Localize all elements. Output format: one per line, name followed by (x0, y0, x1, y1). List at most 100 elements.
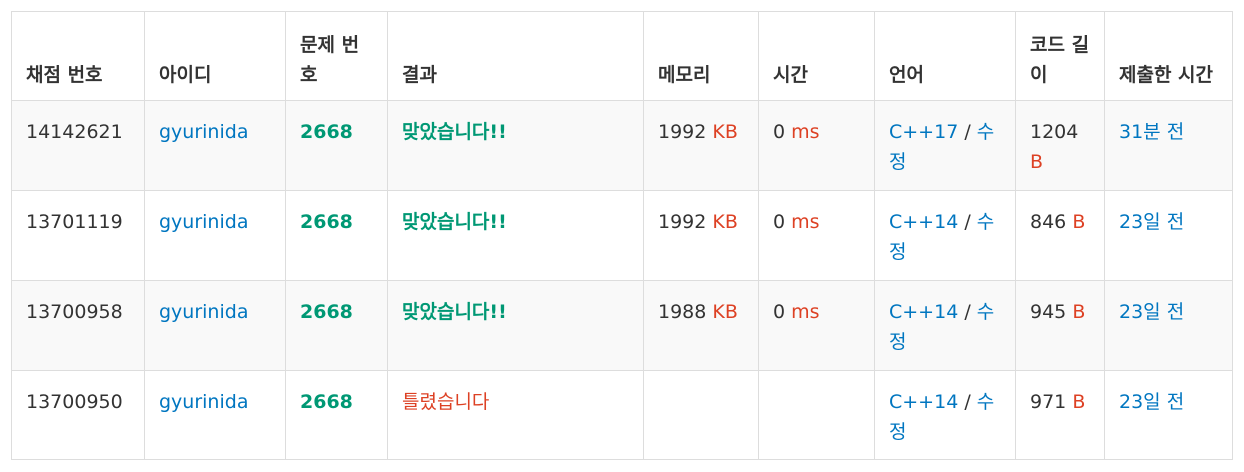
result-cell: 맞았습니다!! (387, 100, 644, 191)
submission-id: 13701119 (11, 190, 145, 281)
memory-value: 1988 (658, 301, 707, 323)
code-length-cell: 971 B (1015, 370, 1105, 460)
separator: / (964, 301, 971, 323)
language-link[interactable]: C++14 (889, 391, 959, 413)
edit-link[interactable]: 수정 (889, 121, 995, 173)
problem-link[interactable]: 2668 (300, 301, 353, 323)
status-table-wrapper: 채점 번호 아이디 문제 번호 결과 메모리 시간 언어 코드 길이 제출한 시… (11, 11, 1233, 460)
memory-cell: 1992 KB (643, 190, 759, 281)
code-length-value: 1204 (1030, 121, 1079, 143)
header-time: 시간 (758, 11, 875, 101)
code-length-unit: B (1072, 301, 1086, 323)
edit-link[interactable]: 수정 (889, 211, 995, 263)
memory-unit: KB (712, 211, 738, 233)
result-cell: 맞았습니다!! (387, 190, 644, 281)
time-unit: ms (791, 211, 820, 233)
table-row: 14142621 gyurinida 2668 맞았습니다!! 1992 KB … (11, 100, 1233, 191)
submission-status-table: 채점 번호 아이디 문제 번호 결과 메모리 시간 언어 코드 길이 제출한 시… (11, 11, 1233, 460)
submitted-time-link[interactable]: 23일 전 (1119, 301, 1185, 323)
result-accepted: 맞았습니다!! (402, 121, 507, 143)
code-length-value: 846 (1030, 211, 1067, 233)
language-cell: C++14 / 수정 (874, 280, 1016, 371)
memory-cell: 1988 KB (643, 280, 759, 371)
submitted-time-link[interactable]: 23일 전 (1119, 391, 1185, 413)
user-link[interactable]: gyurinida (159, 391, 249, 413)
problem-cell: 2668 (285, 100, 388, 191)
time-value: 0 (773, 211, 786, 233)
separator: / (964, 211, 971, 233)
memory-value: 1992 (658, 211, 707, 233)
problem-link[interactable]: 2668 (300, 391, 353, 413)
memory-unit: KB (712, 301, 738, 323)
problem-cell: 2668 (285, 370, 388, 460)
user-link[interactable]: gyurinida (159, 211, 249, 233)
code-length-value: 971 (1030, 391, 1067, 413)
code-length-unit: B (1072, 211, 1086, 233)
submission-id: 14142621 (11, 100, 145, 191)
table-row: 13700958 gyurinida 2668 맞았습니다!! 1988 KB … (11, 280, 1233, 371)
user-cell: gyurinida (144, 190, 286, 281)
code-length-value: 945 (1030, 301, 1067, 323)
memory-cell: 1992 KB (643, 100, 759, 191)
submitted-cell: 23일 전 (1104, 370, 1233, 460)
code-length-unit: B (1072, 391, 1086, 413)
submitted-cell: 23일 전 (1104, 190, 1233, 281)
header-result: 결과 (387, 11, 644, 101)
language-link[interactable]: C++14 (889, 211, 959, 233)
header-user-id: 아이디 (144, 11, 286, 101)
user-link[interactable]: gyurinida (159, 121, 249, 143)
language-cell: C++14 / 수정 (874, 190, 1016, 281)
time-cell: 0 ms (758, 100, 875, 191)
submitted-cell: 31분 전 (1104, 100, 1233, 191)
user-cell: gyurinida (144, 100, 286, 191)
separator: / (964, 391, 971, 413)
language-cell: C++14 / 수정 (874, 370, 1016, 460)
header-submission-id: 채점 번호 (11, 11, 145, 101)
user-link[interactable]: gyurinida (159, 301, 249, 323)
table-header: 채점 번호 아이디 문제 번호 결과 메모리 시간 언어 코드 길이 제출한 시… (11, 11, 1233, 101)
header-code-length: 코드 길이 (1015, 11, 1105, 101)
table-row: 13700950 gyurinida 2668 틀렸습니다 C++14 / 수정… (11, 370, 1233, 460)
time-cell (758, 370, 875, 460)
time-value: 0 (773, 301, 786, 323)
result-accepted: 맞았습니다!! (402, 211, 507, 233)
code-length-cell: 846 B (1015, 190, 1105, 281)
time-unit: ms (791, 301, 820, 323)
problem-link[interactable]: 2668 (300, 121, 353, 143)
memory-cell (643, 370, 759, 460)
memory-unit: KB (712, 121, 738, 143)
code-length-cell: 1204 B (1015, 100, 1105, 191)
submitted-time-link[interactable]: 31분 전 (1119, 121, 1185, 143)
user-cell: gyurinida (144, 370, 286, 460)
header-problem-number: 문제 번호 (285, 11, 388, 101)
submission-id: 13700958 (11, 280, 145, 371)
memory-value: 1992 (658, 121, 707, 143)
edit-link[interactable]: 수정 (889, 301, 995, 353)
time-unit: ms (791, 121, 820, 143)
submitted-cell: 23일 전 (1104, 280, 1233, 371)
header-language: 언어 (874, 11, 1016, 101)
result-cell: 틀렸습니다 (387, 370, 644, 460)
language-link[interactable]: C++17 (889, 121, 959, 143)
code-length-unit: B (1030, 151, 1044, 173)
time-cell: 0 ms (758, 190, 875, 281)
code-length-cell: 945 B (1015, 280, 1105, 371)
separator: / (964, 121, 971, 143)
user-cell: gyurinida (144, 280, 286, 371)
result-accepted: 맞았습니다!! (402, 301, 507, 323)
problem-cell: 2668 (285, 280, 388, 371)
problem-cell: 2668 (285, 190, 388, 281)
language-cell: C++17 / 수정 (874, 100, 1016, 191)
header-submitted-time: 제출한 시간 (1104, 11, 1233, 101)
table-row: 13701119 gyurinida 2668 맞았습니다!! 1992 KB … (11, 190, 1233, 281)
submitted-time-link[interactable]: 23일 전 (1119, 211, 1185, 233)
result-wrong: 틀렸습니다 (402, 391, 490, 413)
language-link[interactable]: C++14 (889, 301, 959, 323)
time-value: 0 (773, 121, 786, 143)
submission-id: 13700950 (11, 370, 145, 460)
time-cell: 0 ms (758, 280, 875, 371)
header-row: 채점 번호 아이디 문제 번호 결과 메모리 시간 언어 코드 길이 제출한 시… (11, 11, 1233, 101)
problem-link[interactable]: 2668 (300, 211, 353, 233)
result-cell: 맞았습니다!! (387, 280, 644, 371)
edit-link[interactable]: 수정 (889, 391, 995, 443)
